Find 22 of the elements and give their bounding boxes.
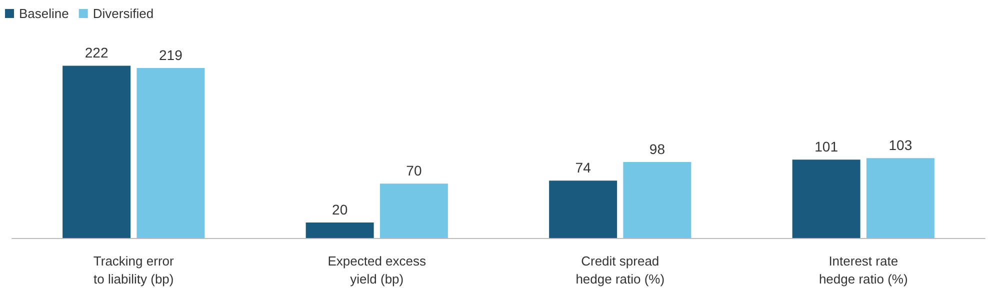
- data-label: 98: [649, 140, 666, 157]
- data-label: 74: [575, 160, 592, 176]
- bar: [306, 222, 374, 238]
- x-tick-label: Credit spread hedge ratio (%): [576, 254, 665, 286]
- bar: [549, 180, 618, 238]
- data-label: 103: [888, 137, 912, 154]
- bar: [866, 158, 934, 238]
- data-label: 101: [814, 138, 838, 155]
- data-label: 219: [159, 47, 183, 64]
- data-label: 222: [84, 44, 108, 61]
- bar: [623, 162, 692, 238]
- data-label: 70: [406, 162, 422, 179]
- bar: [380, 184, 448, 238]
- legend-label: Diversified: [92, 6, 154, 21]
- bar: [62, 66, 131, 238]
- bar: [792, 160, 860, 238]
- x-tick-label: Tracking error to liability (bp): [93, 254, 174, 286]
- x-tick-label: Interest rate hedge ratio (%): [818, 254, 908, 286]
- legend-label: Baseline: [19, 6, 69, 21]
- x-tick-label: Expected excess yield (bp): [328, 254, 427, 286]
- data-label: 20: [332, 201, 348, 218]
- bar: [136, 68, 205, 238]
